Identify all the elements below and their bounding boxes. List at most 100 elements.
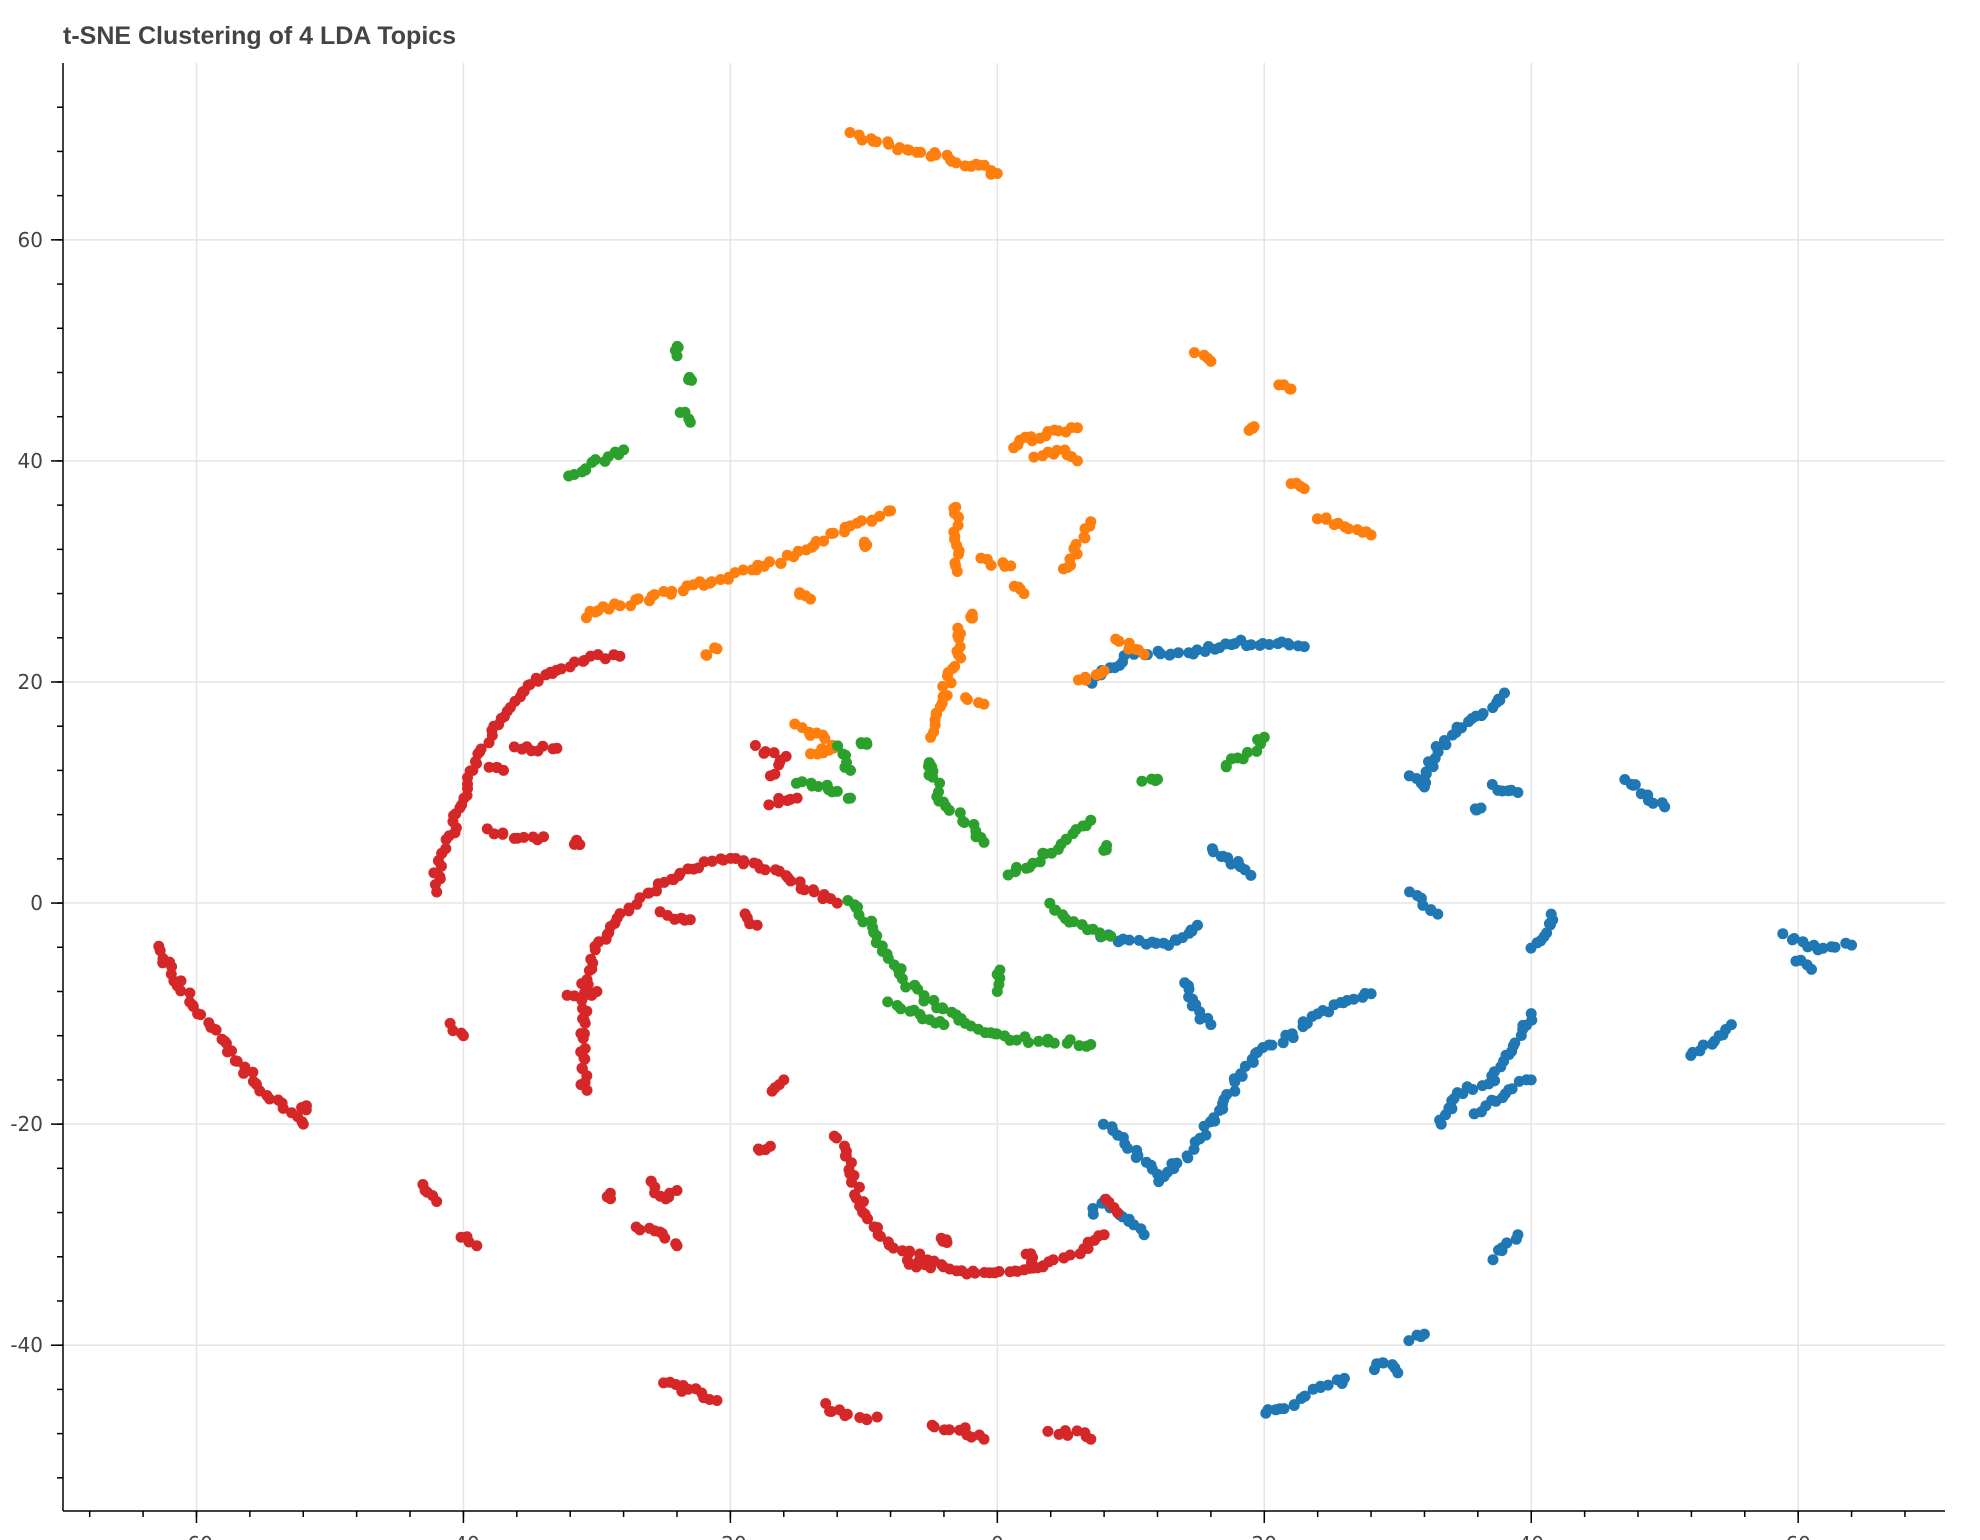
data-point: [568, 990, 580, 1002]
data-point: [591, 986, 603, 997]
data-point: [578, 655, 590, 666]
data-point: [1418, 1328, 1430, 1340]
data-point: [1051, 444, 1063, 456]
data-point: [950, 157, 962, 169]
y-tick-label: 20: [18, 670, 43, 694]
data-point: [1229, 1085, 1241, 1097]
data-point: [874, 510, 886, 522]
data-point: [1342, 523, 1354, 535]
data-point: [1138, 648, 1150, 660]
y-tick-label: 60: [18, 228, 43, 252]
data-point: [1028, 451, 1040, 463]
data-point: [846, 1176, 857, 1188]
data-point: [738, 855, 750, 867]
data-point: [1245, 639, 1257, 651]
data-point: [1130, 644, 1142, 655]
data-point: [841, 1408, 853, 1420]
data-point: [711, 1395, 723, 1406]
data-point: [1365, 988, 1377, 1000]
data-point: [918, 995, 930, 1007]
data-point: [1078, 531, 1090, 543]
data-point: [856, 134, 868, 146]
data-point: [1025, 431, 1037, 443]
data-point: [978, 1433, 990, 1445]
data-point: [1152, 773, 1163, 785]
data-point: [1283, 639, 1295, 651]
data-point: [642, 887, 654, 899]
data-point: [985, 559, 997, 571]
data-point: [231, 1055, 243, 1067]
data-point: [698, 856, 710, 868]
data-point: [785, 875, 797, 887]
x-tick-label: -40: [447, 1532, 480, 1540]
y-tick-label: 40: [18, 449, 43, 473]
chart-title: t-SNE Clustering of 4 LDA Topics: [63, 22, 457, 50]
data-point: [1403, 1335, 1415, 1347]
data-point: [928, 1421, 940, 1433]
y-tick-label: -20: [10, 1112, 43, 1136]
data-point: [887, 1242, 899, 1254]
data-point: [1085, 814, 1097, 826]
data-point: [706, 576, 718, 588]
data-point: [900, 981, 912, 993]
data-point: [1456, 722, 1467, 734]
data-point: [711, 643, 723, 655]
data-point: [1430, 741, 1442, 752]
data-point: [1018, 588, 1030, 600]
data-point: [1659, 801, 1671, 813]
data-point: [551, 742, 563, 754]
data-point: [1829, 941, 1841, 953]
data-point: [861, 737, 872, 749]
data-point: [1846, 939, 1858, 951]
data-point: [1338, 1372, 1350, 1384]
data-point: [1777, 928, 1789, 940]
data-point: [447, 1025, 459, 1037]
data-point: [578, 1028, 590, 1040]
data-point: [1245, 869, 1257, 881]
data-point: [1629, 779, 1641, 791]
data-point: [870, 136, 882, 148]
data-point: [951, 566, 963, 577]
axes: -60 -40 -20 0 20 40 60 -40 -20 0 20 40 60: [10, 63, 1945, 1540]
data-point: [764, 1140, 776, 1152]
data-point: [440, 834, 452, 845]
data-point: [1062, 1429, 1074, 1441]
data-point: [1725, 1019, 1737, 1031]
data-point: [1098, 1229, 1110, 1241]
data-point: [882, 996, 894, 1008]
data-point: [978, 698, 990, 710]
data-point: [1155, 648, 1166, 660]
data-point: [1070, 538, 1082, 550]
data-point: [778, 1074, 790, 1086]
data-point: [1181, 1150, 1193, 1162]
data-point: [831, 1132, 842, 1144]
data-point: [457, 1030, 469, 1042]
data-point: [791, 792, 803, 804]
data-point: [775, 557, 787, 569]
data-point: [576, 1063, 588, 1075]
data-point: [845, 792, 856, 804]
data-point: [1311, 513, 1323, 525]
data-point: [1506, 1083, 1518, 1095]
data-point: [1042, 1425, 1054, 1437]
data-point: [796, 776, 808, 788]
data-point: [498, 764, 509, 776]
data-point: [805, 593, 816, 605]
data-point: [857, 916, 869, 928]
data-point: [978, 836, 990, 848]
data-point: [297, 1102, 308, 1114]
data-point: [773, 792, 785, 804]
data-point: [1098, 665, 1110, 677]
data-point: [896, 973, 908, 985]
data-point: [1136, 775, 1148, 787]
data-point: [1022, 1037, 1034, 1048]
data-point: [1525, 1008, 1537, 1020]
x-tick-label: -20: [714, 1532, 747, 1540]
data-point: [764, 556, 775, 568]
data-point: [1123, 934, 1135, 946]
data-point: [1033, 1035, 1045, 1047]
data-point: [812, 781, 824, 792]
data-point: [1064, 1249, 1076, 1261]
data-point: [1298, 641, 1310, 653]
data-point: [885, 505, 896, 517]
